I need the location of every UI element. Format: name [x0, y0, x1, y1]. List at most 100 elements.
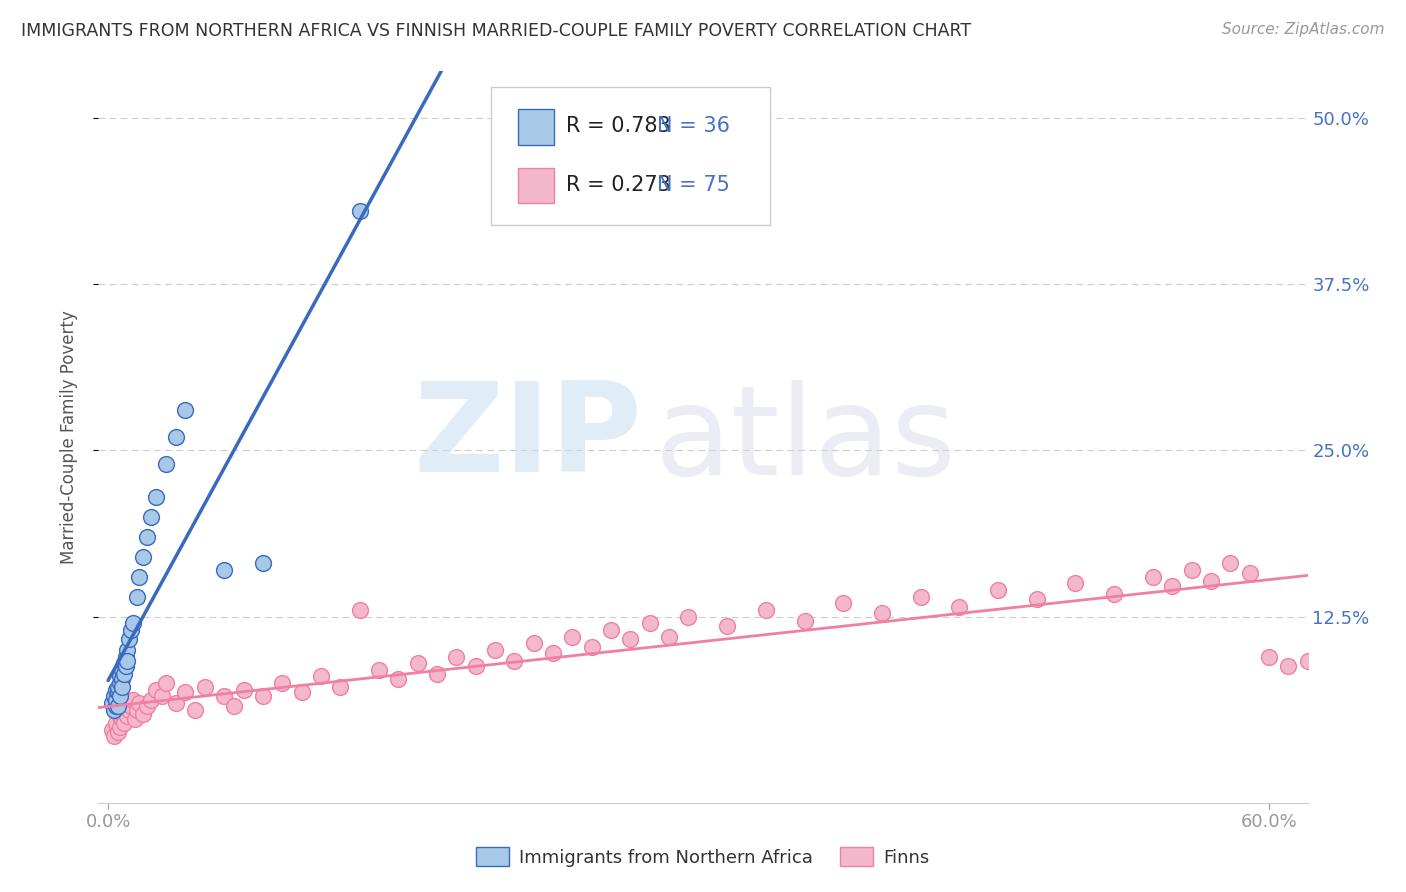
Point	[114, 703, 136, 717]
Point	[1064, 576, 1087, 591]
Point	[426, 666, 449, 681]
Point	[103, 690, 125, 704]
Point	[104, 682, 127, 697]
Point	[107, 725, 129, 739]
Point	[101, 696, 124, 710]
Point	[600, 623, 623, 637]
Point	[112, 666, 135, 681]
Point	[127, 590, 149, 604]
Point	[150, 690, 173, 704]
Point	[108, 720, 131, 734]
Point	[145, 490, 167, 504]
Point	[329, 680, 352, 694]
Point	[108, 676, 131, 690]
Point	[232, 682, 254, 697]
Point	[104, 716, 127, 731]
Text: Source: ZipAtlas.com: Source: ZipAtlas.com	[1222, 22, 1385, 37]
Point	[114, 658, 136, 673]
Point	[155, 457, 177, 471]
Point	[111, 680, 134, 694]
Text: atlas: atlas	[655, 380, 956, 501]
Text: R = 0.273: R = 0.273	[567, 175, 671, 194]
Point	[135, 698, 157, 713]
Point	[103, 729, 125, 743]
Point	[155, 676, 177, 690]
Point	[135, 530, 157, 544]
Y-axis label: Married-Couple Family Poverty: Married-Couple Family Poverty	[59, 310, 77, 564]
FancyBboxPatch shape	[492, 87, 769, 225]
Point	[948, 600, 970, 615]
Point	[111, 706, 134, 721]
Point	[1296, 653, 1319, 667]
Point	[103, 703, 125, 717]
Point	[252, 690, 274, 704]
Point	[1257, 649, 1279, 664]
Point	[561, 630, 583, 644]
Point	[117, 709, 139, 723]
Point	[1142, 570, 1164, 584]
Point	[212, 690, 235, 704]
Point	[1025, 592, 1047, 607]
Text: ZIP: ZIP	[413, 376, 643, 498]
Point	[793, 614, 815, 628]
Point	[108, 669, 131, 683]
Point	[111, 663, 134, 677]
Point	[108, 709, 131, 723]
Point	[112, 716, 135, 731]
Point	[271, 676, 294, 690]
Point	[108, 690, 131, 704]
Point	[1180, 563, 1202, 577]
Point	[212, 563, 235, 577]
Legend: Immigrants from Northern Africa, Finns: Immigrants from Northern Africa, Finns	[468, 840, 938, 874]
Point	[145, 682, 167, 697]
Point	[1161, 579, 1184, 593]
Point	[523, 636, 546, 650]
Point	[132, 706, 155, 721]
Point	[1277, 658, 1299, 673]
Point	[464, 658, 486, 673]
Point	[619, 632, 641, 647]
Point	[349, 603, 371, 617]
Point	[184, 703, 207, 717]
Point	[120, 623, 142, 637]
Point	[104, 698, 127, 713]
Point	[194, 680, 217, 694]
Point	[349, 204, 371, 219]
Point	[124, 712, 146, 726]
Point	[368, 663, 391, 677]
Point	[111, 712, 134, 726]
Point	[222, 698, 245, 713]
FancyBboxPatch shape	[517, 168, 554, 203]
Point	[112, 656, 135, 670]
Point	[446, 649, 468, 664]
Text: N = 75: N = 75	[657, 175, 730, 194]
Point	[1199, 574, 1222, 588]
Point	[107, 680, 129, 694]
Point	[139, 509, 162, 524]
Point	[128, 570, 150, 584]
Point	[387, 672, 409, 686]
Point	[117, 643, 139, 657]
Point	[122, 693, 145, 707]
Point	[118, 632, 141, 647]
Point	[290, 685, 312, 699]
Point	[870, 606, 893, 620]
Point	[165, 696, 187, 710]
Point	[581, 640, 603, 655]
FancyBboxPatch shape	[517, 110, 554, 145]
Point	[174, 403, 197, 417]
Point	[165, 430, 187, 444]
Point	[484, 643, 506, 657]
Point	[117, 696, 139, 710]
Point	[678, 609, 700, 624]
Point	[252, 557, 274, 571]
Point	[658, 630, 681, 644]
Point	[117, 653, 139, 667]
Point	[541, 646, 564, 660]
Point	[120, 698, 142, 713]
Point	[716, 619, 738, 633]
Point	[503, 653, 526, 667]
Point	[638, 616, 661, 631]
Text: N = 36: N = 36	[657, 116, 730, 136]
Point	[104, 693, 127, 707]
